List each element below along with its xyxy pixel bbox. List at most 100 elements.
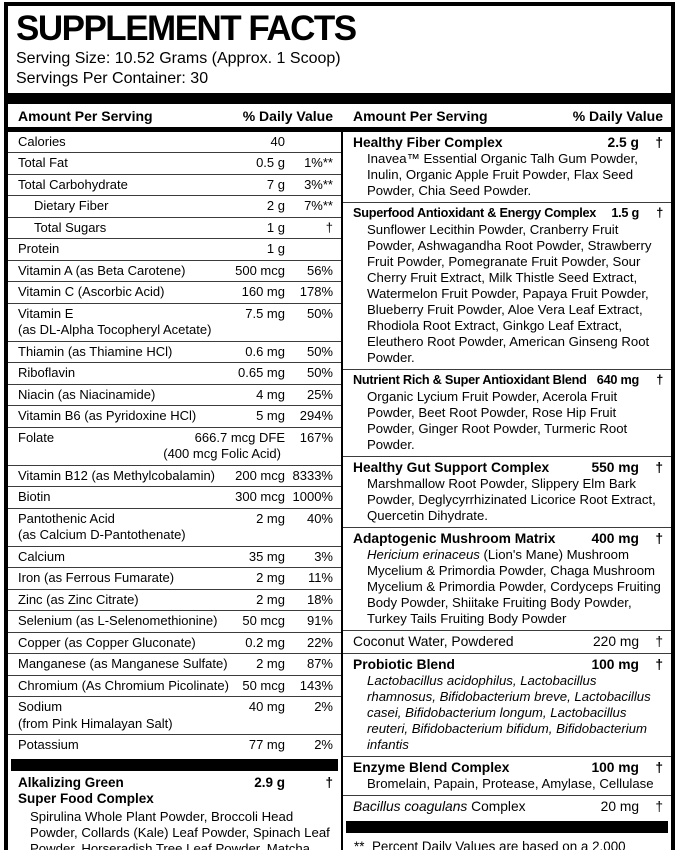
complex-section: Adaptogenic Mushroom Matrix 400 mg † Herici… bbox=[343, 526, 671, 630]
nutrient-row: Manganese (as Manganese Sulfate) 2 mg 87% bbox=[8, 653, 341, 675]
nutrient-row: Selenium (as L-Selenomethionine) 50 mcg 91… bbox=[8, 610, 341, 632]
divider-bar-footnotes bbox=[346, 820, 668, 833]
complex-section: Enzyme Blend Complex 100 mg † Bromelain, Pa… bbox=[343, 755, 671, 795]
nutrient-name: Riboflavin bbox=[18, 365, 76, 381]
nutrient-amount: 666.7 mcg DFE bbox=[194, 429, 285, 445]
complex-ingredients: Sunflower Lecithin Powder, Cranberry Fru… bbox=[367, 221, 652, 365]
nutrient-dv: 7%** bbox=[304, 198, 333, 214]
amount-per-serving-label: Amount Per Serving bbox=[353, 107, 488, 124]
nutrient-row: Sodium 40 mg 2% (from Pink Himalayan Salt) bbox=[8, 696, 341, 734]
nutrient-name-line2: (as DL-Alpha Tocopheryl Acetate) bbox=[18, 322, 212, 338]
nutrient-amount: 50 mcg bbox=[242, 677, 285, 693]
daily-value-label: % Daily Value bbox=[572, 107, 663, 124]
nutrient-name-line2: (as Calcium D-Pantothenate) bbox=[18, 527, 186, 543]
nutrient-amount: 2 mg bbox=[256, 510, 285, 526]
nutrient-name-line2: (from Pink Himalayan Salt) bbox=[18, 715, 173, 731]
complex-name: Enzyme Blend Complex bbox=[353, 759, 510, 775]
nutrient-name: Folate bbox=[18, 429, 55, 445]
green-complex-section: Alkalizing Green 2.9 g † Super Food Comp… bbox=[8, 773, 341, 850]
green-complex-dv: † bbox=[325, 774, 333, 790]
green-complex-title-line1: Alkalizing Green bbox=[18, 774, 124, 790]
nutrient-dv: † bbox=[325, 219, 333, 235]
columns-header: Amount Per Serving % Daily Value Amount … bbox=[8, 104, 671, 127]
nutrient-row: Potassium 77 mg 2% bbox=[8, 734, 341, 756]
nutrient-dv: 87% bbox=[306, 656, 333, 672]
footnote-marker: ** bbox=[354, 838, 365, 850]
complex-ingredients: Hericium erinaceus (Lion's Mane) Mushroo… bbox=[367, 546, 661, 626]
complex-amount: 20 mg bbox=[600, 798, 639, 814]
nutrient-row: Niacin (as Niacinamide) 4 mg 25% bbox=[8, 383, 341, 406]
nutrient-name: Iron (as Ferrous Fumarate) bbox=[18, 570, 175, 586]
complex-dv: † bbox=[656, 205, 663, 220]
complex-amount: 100 mg bbox=[591, 656, 639, 672]
divider-bar-top bbox=[8, 92, 671, 104]
complex-dv: † bbox=[655, 759, 663, 775]
nutrient-amount: 0.5 g bbox=[256, 155, 285, 171]
footnotes: ** Percent Daily Values are based on a 2,… bbox=[343, 835, 671, 850]
nutrient-dv: 56% bbox=[306, 262, 333, 278]
nutrient-amount: 5 mg bbox=[256, 408, 285, 424]
nutrient-name: Protein bbox=[18, 241, 60, 257]
nutrient-row: Folate 666.7 mcg DFE 167% (400 mcg Folic Ac… bbox=[8, 426, 341, 465]
footnote-text: Percent Daily Values are based on a 2,00… bbox=[372, 838, 626, 850]
nutrient-dv: 91% bbox=[306, 613, 333, 629]
complex-dv: † bbox=[656, 372, 663, 387]
nutrient-name: Chromium (As Chromium Picolinate) bbox=[18, 677, 229, 693]
amount-per-serving-label: Amount Per Serving bbox=[18, 107, 153, 124]
complex-section: Bacillus coagulans Complex 20 mg † bbox=[343, 794, 671, 818]
nutrient-dv: 8333% bbox=[292, 467, 333, 483]
green-complex-title-line2: Super Food Complex bbox=[18, 791, 154, 807]
nutrient-amount: 4 mg bbox=[256, 386, 285, 402]
nutrient-row: Total Carbohydrate 7 g 3%** bbox=[8, 173, 341, 196]
nutrient-dv: 11% bbox=[307, 570, 333, 586]
nutrient-amount: 200 mcg bbox=[235, 467, 285, 483]
facts-columns: Calories 40 Total Fat 0.5 g 1%** Total Carboh… bbox=[8, 131, 671, 850]
nutrient-amount-line2: (400 mcg Folic Acid) bbox=[163, 446, 281, 462]
nutrient-dv: 1%** bbox=[304, 155, 333, 171]
left-nutrient-rows: Calories 40 Total Fat 0.5 g 1%** Total Carboh… bbox=[8, 132, 341, 756]
nutrient-name: Vitamin B6 (as Pyridoxine HCl) bbox=[18, 408, 197, 424]
nutrient-row: Calories 40 bbox=[8, 132, 341, 153]
nutrient-name: Thiamin (as Thiamine HCl) bbox=[18, 343, 173, 359]
nutrient-dv: 40% bbox=[306, 510, 333, 526]
nutrient-amount: 2 mg bbox=[256, 656, 285, 672]
nutrient-amount: 0.65 mg bbox=[238, 365, 285, 381]
nutrient-name: Niacin (as Niacinamide) bbox=[18, 386, 156, 402]
nutrient-name: Calories bbox=[18, 133, 66, 149]
nutrient-name: Dietary Fiber bbox=[34, 198, 109, 214]
nutrient-amount: 40 bbox=[270, 133, 285, 149]
complex-name: Adaptogenic Mushroom Matrix bbox=[353, 530, 556, 546]
nutrient-dv: 3% bbox=[314, 548, 333, 564]
nutrient-row: Vitamin E 7.5 mg 50% (as DL-Alpha Tocophery… bbox=[8, 302, 341, 341]
nutrient-row: Biotin 300 mcg 1000% bbox=[8, 486, 341, 508]
left-column: Calories 40 Total Fat 0.5 g 1%** Total Carboh… bbox=[8, 132, 341, 850]
complex-dv: † bbox=[655, 134, 663, 150]
complex-amount: 100 mg bbox=[591, 759, 639, 775]
green-complex-ingredients: Spirulina Whole Plant Powder, Broccoli H… bbox=[30, 808, 330, 850]
nutrient-dv bbox=[285, 241, 333, 258]
complex-dv: † bbox=[655, 656, 663, 672]
nutrient-row: Calcium 35 mg 3% bbox=[8, 545, 341, 568]
nutrient-name: Sodium bbox=[18, 699, 63, 715]
nutrient-dv: 1000% bbox=[292, 489, 333, 505]
complex-dv: † bbox=[655, 459, 663, 475]
complex-section: Nutrient Rich & Super Antioxidant Blend 6… bbox=[343, 368, 671, 456]
nutrient-amount: 2 g bbox=[266, 198, 285, 214]
nutrient-dv: 3%** bbox=[304, 176, 333, 192]
nutrient-amount: 160 mg bbox=[241, 284, 285, 300]
nutrient-name: Potassium bbox=[18, 737, 79, 753]
nutrient-amount: 7.5 mg bbox=[245, 305, 285, 321]
nutrient-dv: 18% bbox=[306, 591, 333, 607]
nutrient-row: Protein 1 g bbox=[8, 238, 341, 260]
nutrient-amount: 0.6 mg bbox=[245, 343, 285, 359]
nutrient-row: Zinc (as Zinc Citrate) 2 mg 18% bbox=[8, 588, 341, 611]
nutrient-name: Total Carbohydrate bbox=[18, 176, 128, 192]
nutrient-dv: 178% bbox=[299, 284, 333, 300]
nutrient-amount: 40 mg bbox=[248, 699, 285, 715]
nutrient-row: Vitamin C (Ascorbic Acid) 160 mg 178% bbox=[8, 281, 341, 303]
nutrient-amount: 0.2 mg bbox=[245, 634, 285, 650]
nutrient-row: Vitamin B12 (as Methylcobalamin) 200 mcg 8… bbox=[8, 464, 341, 487]
nutrient-name: Total Fat bbox=[18, 155, 68, 171]
complex-ingredients: Inavea™ Essential Organic Talh Gum Powde… bbox=[367, 150, 638, 198]
nutrient-row: Dietary Fiber 2 g 7%** bbox=[8, 195, 341, 217]
